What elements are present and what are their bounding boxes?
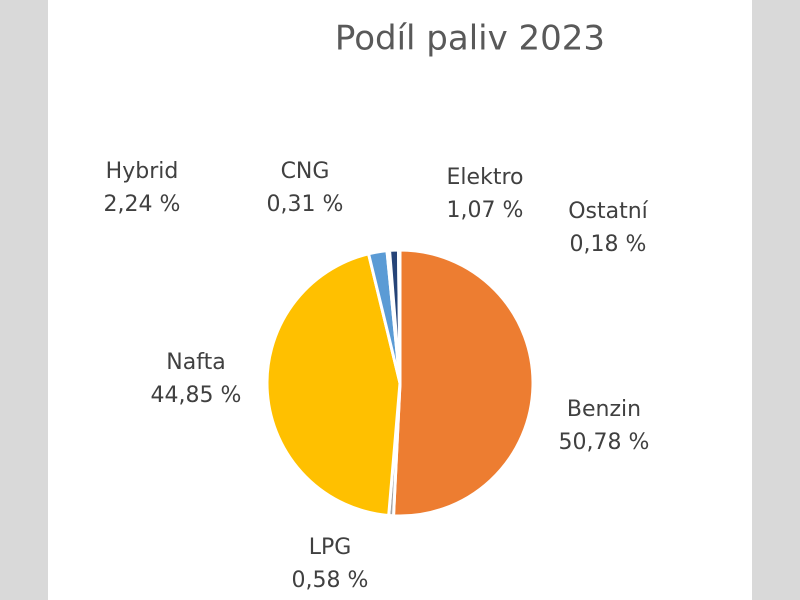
value-label: 1,07 %	[447, 198, 524, 223]
category-label: Benzin	[567, 397, 641, 422]
category-label: LPG	[309, 535, 352, 560]
value-label: 2,24 %	[104, 192, 181, 217]
value-label: 50,78 %	[559, 430, 650, 455]
value-label: 44,85 %	[151, 383, 242, 408]
category-label: Ostatní	[568, 199, 648, 224]
category-label: Hybrid	[106, 159, 179, 184]
side-bar	[0, 0, 48, 600]
category-label: Elektro	[447, 165, 524, 190]
value-label: 0,31 %	[267, 192, 344, 217]
value-label: 0,58 %	[292, 568, 369, 593]
chart-title: Podíl paliv 2023	[335, 19, 605, 59]
pie-slice	[391, 248, 535, 518]
category-label: Nafta	[166, 350, 225, 375]
pie-slice	[396, 248, 402, 384]
category-label: CNG	[281, 159, 330, 184]
side-bar	[752, 0, 800, 600]
value-label: 0,18 %	[570, 232, 647, 257]
pie-slice	[265, 251, 402, 518]
